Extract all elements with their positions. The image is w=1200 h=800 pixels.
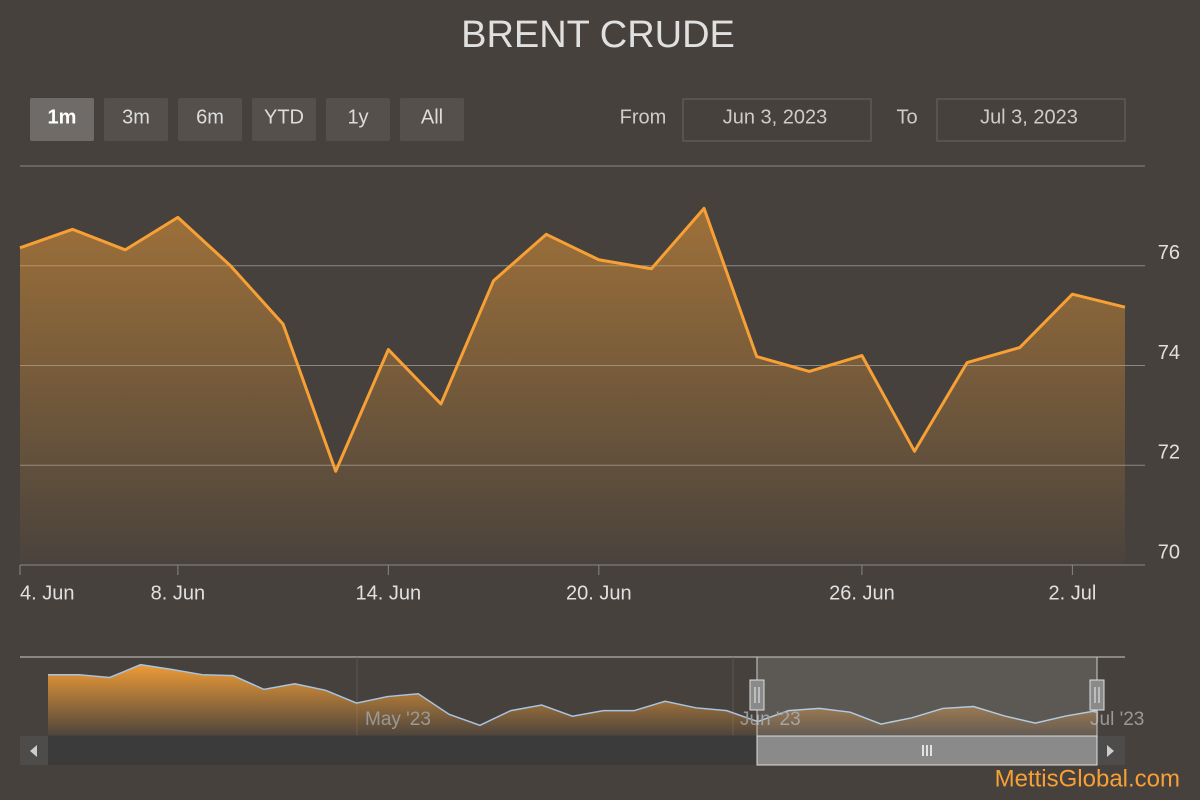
range-button[interactable]: [326, 98, 390, 141]
navigator-line: [48, 663, 1098, 727]
x-tick-label: 26. Jun: [829, 582, 895, 604]
to-label: To: [896, 106, 917, 128]
scroll-right-arrow: [1107, 745, 1114, 757]
to-date[interactable]: Jul 3, 2023: [980, 106, 1078, 128]
from-date[interactable]: Jun 3, 2023: [723, 106, 828, 128]
y-tick-label: 70: [1158, 541, 1180, 563]
navigator-handle[interactable]: [1089, 679, 1105, 711]
range-button[interactable]: [400, 98, 464, 141]
x-tick-label: 2. Jul: [1048, 582, 1096, 604]
navigator-mask: [756, 656, 1098, 737]
scroll-left-arrow: [30, 745, 37, 757]
navigator-handle[interactable]: [749, 679, 765, 711]
area: [20, 208, 1125, 566]
line: [19, 206, 1126, 473]
chart-title: BRENT CRUDE: [461, 14, 735, 56]
range-button-label[interactable]: All: [421, 106, 443, 128]
navigator-label: Jun '23: [740, 709, 801, 730]
x-tick-label: 4. Jun: [20, 582, 74, 604]
x-tick-label: 8. Jun: [151, 582, 205, 604]
range-button-label[interactable]: 3m: [122, 106, 150, 128]
range-button[interactable]: [104, 98, 168, 141]
navigator-label: Jul '23: [1090, 709, 1144, 730]
x-tick-label: 14. Jun: [356, 582, 422, 604]
range-button[interactable]: [178, 98, 242, 141]
y-tick-label: 76: [1158, 242, 1180, 264]
range-button-label[interactable]: 1y: [347, 106, 368, 128]
navigator-label: May '23: [365, 709, 431, 730]
y-tick-label: 72: [1158, 442, 1180, 464]
x-tick-label: 20. Jun: [566, 582, 632, 604]
range-button-label[interactable]: YTD: [264, 106, 304, 128]
y-tick-label: 74: [1158, 342, 1180, 364]
from-label: From: [620, 106, 667, 128]
range-button[interactable]: [30, 98, 94, 141]
navigator-area: [48, 664, 1097, 735]
range-button-label[interactable]: 6m: [196, 106, 224, 128]
range-button[interactable]: [252, 98, 316, 141]
range-button-label[interactable]: 1m: [48, 106, 77, 128]
to-input[interactable]: [936, 98, 1126, 142]
footer: MettisGlobal.com: [995, 765, 1180, 792]
from-input[interactable]: [682, 98, 872, 142]
